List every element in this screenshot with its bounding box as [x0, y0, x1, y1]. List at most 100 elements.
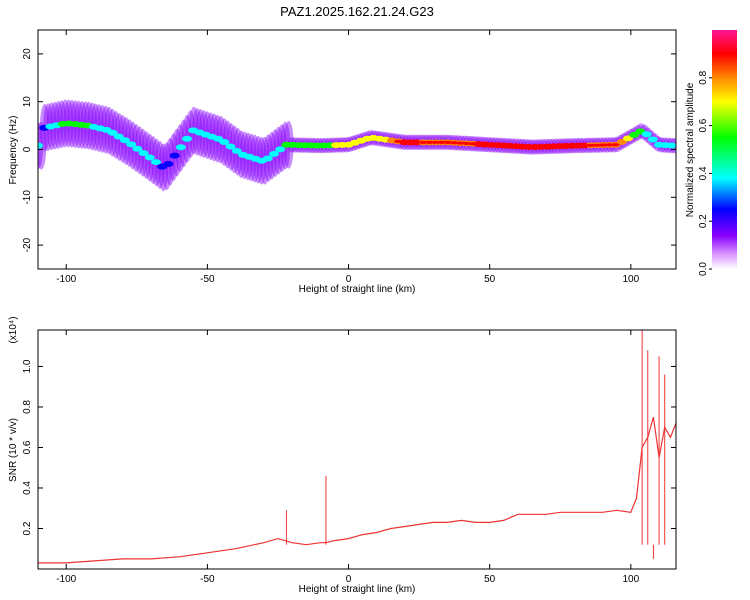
colorbar-tick-label: 0.4: [698, 166, 709, 180]
chart-title: PAZ1.2025.162.21.24.G23: [280, 4, 434, 19]
heatmap-cell-peak: [450, 141, 459, 145]
heatmap-cell: [262, 155, 273, 162]
heatmap-cell: [647, 136, 658, 143]
heatmap-cell-peak: [394, 139, 403, 143]
heatmap-cells: [38, 99, 676, 192]
heatmap-halo: [171, 128, 182, 177]
heatmap-cell-peak: [555, 144, 564, 148]
heatmap-cell: [119, 137, 130, 144]
snr-y-tick-label: 1.0: [22, 359, 33, 373]
heatmap-cell: [219, 138, 230, 145]
heatmap-cell-peak: [493, 143, 502, 147]
heatmap-x-tick-label: -50: [200, 274, 215, 285]
snr-x-tick-label: -100: [56, 574, 76, 585]
heatmap-x-tick-label: -100: [56, 274, 76, 285]
snr-frame: [37, 329, 677, 570]
heatmap-y-tick-label: 20: [22, 48, 33, 60]
heatmap-cell: [144, 154, 155, 161]
heatmap-cell-peak: [499, 143, 508, 148]
heatmap-cell-peak: [574, 143, 583, 148]
colorbar-tick-label: 0.2: [698, 214, 709, 228]
heatmap-cell-peak: [468, 142, 477, 146]
heatmap-marks: [38, 99, 676, 192]
snr-marks: [38, 330, 676, 564]
heatmap-cell-peak: [561, 144, 570, 148]
heatmap-halo: [178, 119, 189, 168]
colorbar-tick-label: 0.6: [698, 118, 709, 132]
heatmap-cell: [151, 159, 162, 166]
snr-x-tick-label: 50: [484, 574, 496, 585]
heatmap-cell-peak: [518, 144, 527, 149]
colorbar: 0.0 0.2 0.4 0.6 0.8 Normalized spectral ampl…: [685, 30, 737, 276]
heatmap-x-tick-label: 50: [484, 274, 496, 285]
snr-x-tick-label: 0: [346, 574, 352, 585]
heatmap-cell-peak: [456, 141, 465, 145]
heatmap-x-tick-label: 0: [346, 274, 352, 285]
heatmap-cell-peak: [419, 140, 428, 144]
snr-y-tick-label: 0.6: [22, 440, 33, 454]
heatmap-cell-peak: [506, 144, 515, 148]
heatmap-cell-peak: [400, 140, 409, 144]
heatmap-cell: [666, 142, 676, 149]
heatmap-cell: [175, 144, 186, 151]
heatmap-cell: [107, 129, 118, 136]
heatmap-x-axis-label: Height of straight line (km): [299, 284, 416, 295]
heatmap-cell-peak: [425, 140, 434, 144]
snr-plot-area: [38, 330, 676, 569]
heatmap-cell: [641, 131, 652, 138]
heatmap-halo: [185, 110, 196, 159]
heatmap-cell-peak: [530, 145, 539, 149]
heatmap-cell-peak: [388, 138, 397, 143]
colorbar-label: Normalized spectral amplitude: [685, 82, 696, 217]
heatmap-cell-peak: [549, 144, 558, 148]
snr-y-axis: 0.2 0.4 0.6 0.8 1.0: [22, 359, 676, 535]
heatmap-cell: [169, 152, 180, 159]
heatmap-cell-peak: [537, 145, 546, 149]
heatmap-y-axis-label: Frequency (Hz): [8, 116, 19, 185]
heatmap-cell-peak: [431, 140, 440, 144]
heatmap-cell-peak: [437, 140, 446, 144]
heatmap-y-axis: -20 -10 0 10 20: [22, 48, 676, 252]
heatmap-cell-peak: [406, 140, 415, 144]
snr-x-tick-label: -50: [200, 574, 215, 585]
heatmap-cell-peak: [487, 143, 496, 147]
snr-y-multiplier: (x10⁴): [8, 316, 19, 343]
heatmap-y-tick-label: -20: [22, 237, 33, 252]
snr-y-tick-label: 0.4: [22, 481, 33, 495]
colorbar-tick-label: 0.8: [698, 70, 709, 84]
heatmap-cell-peak: [592, 143, 601, 147]
heatmap-cell: [225, 143, 236, 150]
snr-y-tick-label: 0.8: [22, 400, 33, 414]
heatmap-cell: [113, 133, 124, 140]
heatmap-cell: [138, 150, 149, 157]
snr-y-tick-label: 0.2: [22, 521, 33, 535]
heatmap-y-tick-label: 10: [22, 96, 33, 108]
heatmap-cell: [182, 135, 193, 142]
heatmap-x-tick-label: 100: [622, 274, 639, 285]
heatmap-cell-peak: [611, 143, 620, 147]
heatmap-cell: [269, 150, 280, 157]
heatmap-cell-peak: [543, 144, 552, 149]
heatmap-y-tick-label: -10: [22, 190, 33, 205]
heatmap-cell-peak: [481, 142, 490, 147]
colorbar-ticks: 0.0 0.2 0.4 0.6 0.8: [698, 70, 712, 276]
snr-x-axis: -100 -50 0 50 100: [56, 330, 640, 585]
heatmap-cell: [275, 146, 286, 153]
heatmap-cell-peak: [524, 145, 533, 149]
heatmap-cell-peak: [605, 143, 614, 147]
heatmap-cell: [126, 141, 137, 148]
heatmap-cell-peak: [412, 140, 421, 144]
snr-y-axis-label: SNR (10 * v/v): [8, 418, 19, 482]
heatmap-y-tick-label: 0: [22, 146, 33, 152]
snr-x-axis-label: Height of straight line (km): [299, 584, 416, 595]
heatmap-cell-peak: [512, 144, 521, 148]
heatmap-cell-peak: [580, 143, 589, 148]
heatmap-cell-peak: [568, 144, 577, 148]
heatmap-cell: [231, 148, 242, 155]
heatmap-cell: [38, 142, 43, 149]
colorbar-gradient: [712, 30, 737, 269]
heatmap-x-axis: -100 -50 0 50 100: [56, 30, 640, 285]
colorbar-tick-label: 0.0: [698, 262, 709, 276]
